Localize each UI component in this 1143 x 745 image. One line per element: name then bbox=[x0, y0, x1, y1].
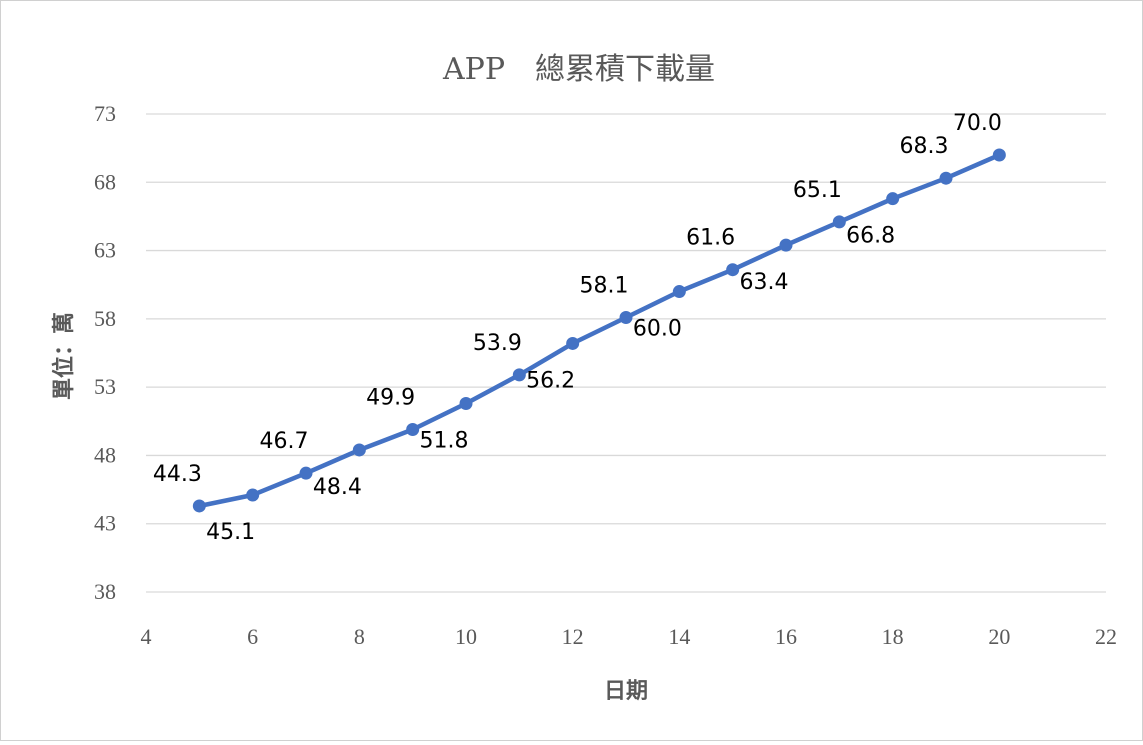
series-line bbox=[197, 152, 1002, 509]
data-point bbox=[992, 148, 1006, 162]
x-tick-label: 18 bbox=[882, 624, 904, 649]
data-label: 70.0 bbox=[953, 111, 1002, 136]
data-label: 61.6 bbox=[686, 226, 735, 251]
data-point bbox=[459, 397, 473, 411]
x-tick-label: 20 bbox=[988, 624, 1010, 649]
data-label: 48.4 bbox=[313, 475, 362, 500]
data-label: 63.4 bbox=[740, 270, 789, 295]
y-axis-label: 單位：萬 bbox=[51, 312, 77, 400]
x-tick-label: 8 bbox=[354, 624, 365, 649]
x-tick-label: 6 bbox=[247, 624, 258, 649]
y-tick-label: 38 bbox=[94, 579, 116, 604]
data-labels: 44.3 45.1 46.748.4 49.951.8 53.956.2 58.160.0… bbox=[153, 111, 1002, 545]
data-point bbox=[939, 171, 953, 185]
gridlines bbox=[146, 113, 1106, 593]
y-tick-label: 53 bbox=[94, 374, 116, 399]
data-label: 68.3 bbox=[900, 134, 949, 159]
data-point bbox=[886, 192, 900, 206]
data-label: 60.0 bbox=[633, 317, 682, 342]
data-label: 44.3 bbox=[153, 462, 202, 487]
x-axis-ticks: 4 6 8 10 12 14 16 18 20 22 bbox=[141, 624, 1118, 649]
y-axis-ticks: 38 43 48 53 58 63 68 73 bbox=[94, 101, 116, 604]
data-label: 53.9 bbox=[473, 331, 522, 356]
data-label: 51.8 bbox=[420, 429, 469, 454]
y-tick-label: 63 bbox=[94, 238, 116, 263]
x-tick-label: 4 bbox=[141, 624, 152, 649]
data-point bbox=[832, 215, 846, 229]
data-point bbox=[726, 263, 740, 277]
y-tick-label: 73 bbox=[94, 101, 116, 126]
series-line-layer bbox=[192, 148, 1006, 513]
data-label: 58.1 bbox=[580, 273, 629, 298]
chart-title: APP 總累積下載量 bbox=[442, 52, 715, 87]
x-tick-label: 16 bbox=[775, 624, 797, 649]
y-tick-label: 48 bbox=[94, 442, 116, 467]
x-axis-label: 日期 bbox=[604, 679, 648, 704]
data-point bbox=[672, 285, 686, 299]
data-label: 66.8 bbox=[846, 224, 895, 249]
data-point bbox=[566, 336, 580, 350]
data-point bbox=[246, 488, 260, 502]
data-point bbox=[299, 466, 313, 480]
x-tick-label: 12 bbox=[562, 624, 584, 649]
y-tick-label: 43 bbox=[94, 511, 116, 536]
data-point bbox=[406, 422, 420, 436]
x-tick-label: 14 bbox=[668, 624, 690, 649]
data-point bbox=[779, 238, 793, 252]
x-tick-label: 10 bbox=[455, 624, 477, 649]
data-point bbox=[512, 368, 526, 382]
data-point bbox=[352, 443, 366, 457]
data-label: 46.7 bbox=[260, 429, 309, 454]
y-tick-label: 58 bbox=[94, 306, 116, 331]
data-label: 56.2 bbox=[526, 368, 575, 393]
data-label: 49.9 bbox=[366, 385, 415, 410]
data-point bbox=[619, 310, 633, 324]
y-tick-label: 68 bbox=[94, 169, 116, 194]
data-label: 65.1 bbox=[793, 178, 842, 203]
x-tick-label: 22 bbox=[1095, 624, 1117, 649]
data-label: 45.1 bbox=[206, 520, 255, 545]
data-point bbox=[192, 499, 206, 513]
